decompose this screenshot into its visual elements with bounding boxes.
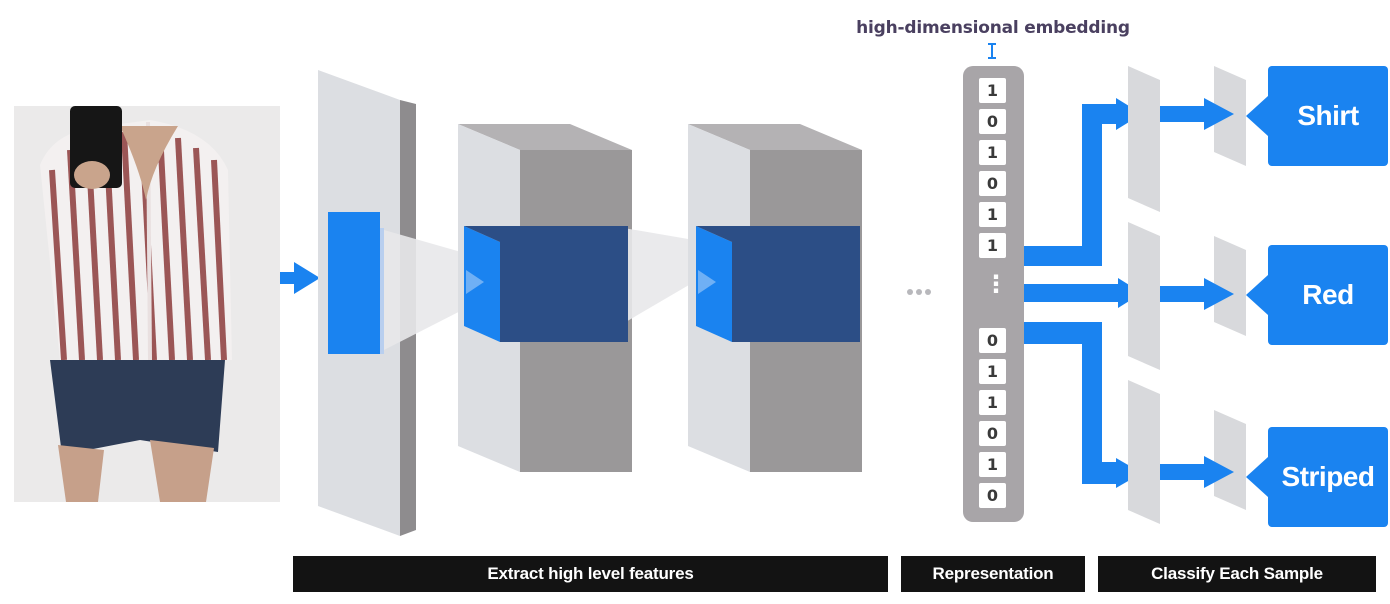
section-label-features: Extract high level features xyxy=(487,564,694,583)
embedding-bit: 0 xyxy=(979,421,1006,446)
class-box-striped: Striped xyxy=(1246,427,1388,527)
embedding-bit: 1 xyxy=(979,359,1006,384)
conv-layer-2 xyxy=(458,124,694,472)
branch-arrows xyxy=(1024,98,1142,488)
embedding-bit: 1 xyxy=(979,390,1006,415)
conv-layer-3 xyxy=(688,124,862,472)
embedding-bit: 1 xyxy=(979,78,1006,103)
class-label-red: Red xyxy=(1302,279,1354,310)
embedding-label: high-dimensional embedding xyxy=(856,18,1130,38)
section-bar-features: Extract high level features xyxy=(293,556,888,592)
embedding-vector xyxy=(963,66,1024,522)
input-image xyxy=(14,106,280,502)
embedding-marker-icon xyxy=(988,43,996,59)
conv-layer-1 xyxy=(318,70,482,536)
embedding-bit: 1 xyxy=(979,140,1006,165)
embedding-bit: 1 xyxy=(979,233,1006,258)
class-box-red: Red xyxy=(1246,245,1388,345)
embedding-bit: 0 xyxy=(979,171,1006,196)
section-label-classify: Classify Each Sample xyxy=(1151,564,1323,583)
embedding-bit: 1 xyxy=(979,202,1006,227)
class-label-striped: Striped xyxy=(1281,461,1375,492)
striped-shirt-figure xyxy=(40,106,232,502)
embedding-bit: 0 xyxy=(979,109,1006,134)
embedding-ellipsis: ⋮ xyxy=(984,270,1008,298)
embedding-bit: 1 xyxy=(979,452,1006,477)
classifier-arrows xyxy=(1160,98,1234,488)
class-box-shirt: Shirt xyxy=(1246,66,1388,166)
branch-arrow-shirt xyxy=(1024,98,1142,266)
embedding-bits-top: 1 0 1 0 1 1 xyxy=(979,78,1006,258)
embedding-bits-bottom: 0 1 1 0 1 0 xyxy=(979,328,1006,508)
more-layers-ellipsis-icon xyxy=(907,289,931,295)
branch-arrow-striped xyxy=(1024,322,1142,488)
embedding-bit: 0 xyxy=(979,483,1006,508)
input-arrow-icon xyxy=(280,262,320,294)
embedding-bit: 0 xyxy=(979,328,1006,353)
section-bar-representation: Representation xyxy=(901,556,1085,592)
class-label-shirt: Shirt xyxy=(1297,100,1359,131)
branch-arrow-red xyxy=(1024,278,1142,308)
section-label-representation: Representation xyxy=(932,564,1054,583)
section-bar-classify: Classify Each Sample xyxy=(1098,556,1376,592)
